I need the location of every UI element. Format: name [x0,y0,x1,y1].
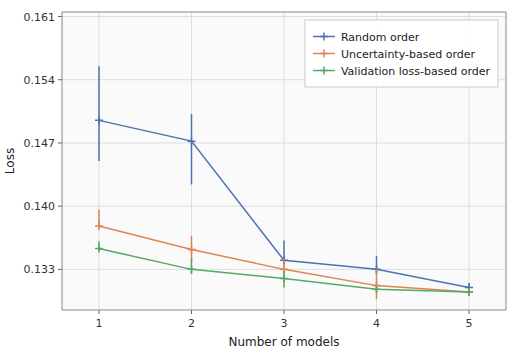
marks [95,66,473,299]
tick-mark [58,16,62,17]
marker [95,116,103,124]
marker [188,265,196,273]
series [95,210,473,299]
error-bar [98,66,100,161]
tick-label: 5 [466,317,473,330]
plot-area [62,12,506,310]
tick-label: 0.154 [24,74,56,87]
tick-label: 0.147 [24,137,56,150]
legend-marker [320,67,328,75]
tick-mark [284,310,285,314]
axes: 0.133 0.140 0.147 0.154 0.161 1 2 3 4 5 [24,11,507,330]
marker [95,222,103,230]
error-bar [191,114,193,184]
tick-label: 0.140 [24,200,56,213]
legend-label: Random order [341,31,420,44]
grid [62,12,506,310]
tick-label: 1 [96,317,103,330]
marker [280,274,288,282]
tick-mark [469,310,470,314]
grid-line [99,12,100,310]
tick-mark [99,310,100,314]
series [95,66,473,292]
y-axis-label: Loss [3,148,17,174]
tick-mark [58,142,62,143]
tick-mark [376,310,377,314]
line [99,249,469,292]
marker [465,288,473,296]
x-axis-label: Number of models [228,335,339,349]
tick-label: 2 [188,317,195,330]
tick-mark [58,79,62,80]
series [95,241,473,296]
tick-label: 0.161 [24,11,56,24]
legend-marker [320,33,328,41]
line [99,120,469,287]
chart: 0.133 0.140 0.147 0.154 0.161 1 2 3 4 5 Number of … [0,0,516,356]
tick-mark [191,310,192,314]
tick-label: 4 [373,317,380,330]
tick-label: 3 [281,317,288,330]
legend-marker [320,50,328,58]
tick-label: 0.133 [24,263,56,276]
legend-box [305,20,498,87]
grid-line [191,12,192,310]
tick-mark [58,269,62,270]
line [99,226,469,292]
grid-line [284,12,285,310]
marker [95,245,103,253]
tick-mark [58,206,62,207]
legend-label: Uncertainty-based order [341,48,476,61]
marker [188,245,196,253]
plot-frame [62,12,506,310]
marker [373,285,381,293]
marker [465,288,473,296]
legend: Random order Uncertainty-based order Valid… [305,20,498,87]
legend-label: Validation loss-based order [341,65,491,78]
marker [188,137,196,145]
